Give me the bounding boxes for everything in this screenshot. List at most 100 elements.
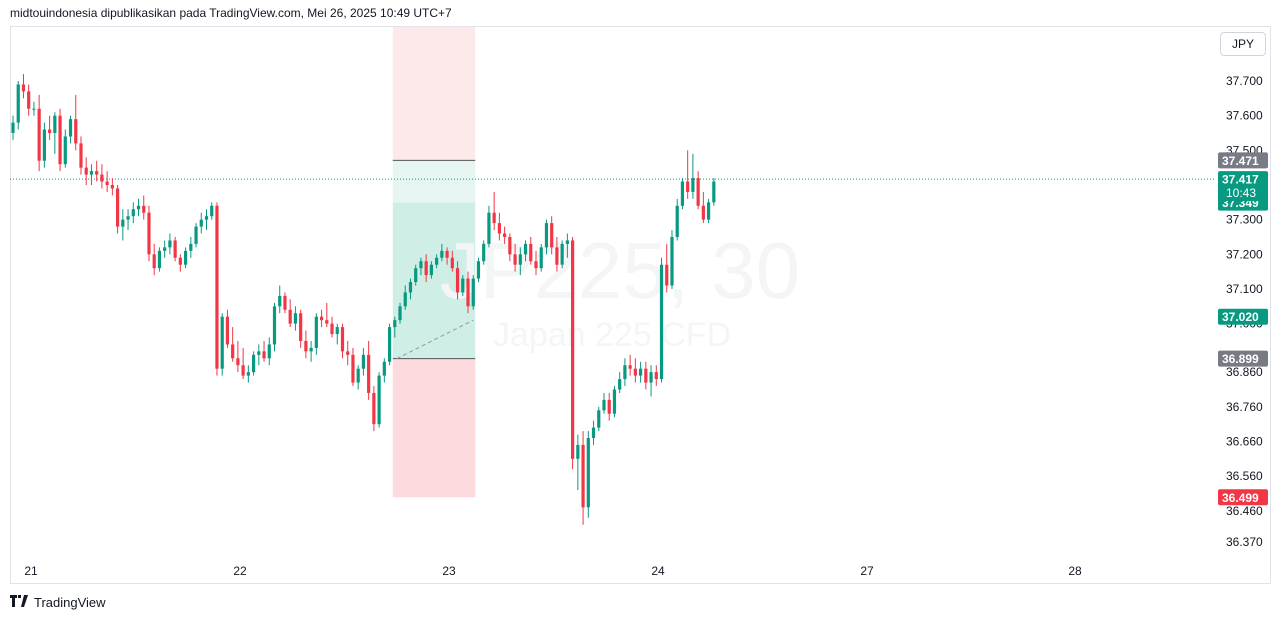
candle[interactable] — [361, 347, 366, 376]
candle[interactable] — [257, 344, 261, 366]
candle[interactable] — [419, 257, 423, 276]
candle[interactable] — [199, 212, 203, 234]
candle[interactable] — [32, 101, 36, 116]
candle[interactable] — [105, 171, 109, 192]
candle[interactable] — [497, 212, 501, 241]
candle[interactable] — [503, 226, 507, 244]
candle[interactable] — [408, 278, 413, 300]
candle[interactable] — [466, 271, 470, 314]
candle[interactable] — [299, 309, 303, 348]
candle[interactable] — [220, 313, 224, 376]
candle[interactable] — [304, 330, 308, 359]
candle[interactable] — [79, 136, 83, 175]
candle[interactable] — [231, 327, 235, 362]
candle[interactable] — [314, 313, 318, 355]
candle[interactable] — [293, 306, 298, 331]
candle[interactable] — [398, 302, 402, 324]
candle[interactable] — [550, 216, 554, 255]
candle[interactable] — [628, 354, 632, 376]
candle[interactable] — [272, 302, 277, 352]
candle[interactable] — [581, 431, 585, 525]
candle[interactable] — [670, 230, 674, 289]
candle[interactable] — [309, 340, 313, 362]
candle[interactable] — [246, 365, 250, 383]
candle[interactable] — [591, 420, 596, 445]
candle[interactable] — [152, 243, 156, 276]
candle[interactable] — [178, 254, 182, 272]
candle[interactable] — [183, 247, 188, 269]
candle[interactable] — [189, 236, 193, 258]
candle[interactable] — [53, 112, 57, 154]
candle[interactable] — [351, 347, 355, 387]
candle[interactable] — [325, 302, 329, 328]
candle[interactable] — [623, 358, 627, 387]
candle[interactable] — [215, 202, 219, 376]
candle[interactable] — [251, 351, 256, 376]
candle[interactable] — [597, 406, 601, 432]
candle[interactable] — [612, 386, 617, 418]
candle[interactable] — [367, 340, 371, 400]
candle[interactable] — [607, 392, 611, 421]
candle[interactable] — [110, 178, 114, 196]
candle[interactable] — [534, 250, 538, 276]
candle[interactable] — [163, 240, 167, 258]
candle[interactable] — [555, 236, 559, 272]
candle[interactable] — [393, 316, 397, 338]
candle[interactable] — [168, 233, 172, 255]
candle[interactable] — [74, 94, 78, 151]
candle[interactable] — [173, 236, 177, 262]
candle[interactable] — [241, 347, 245, 380]
candle[interactable] — [539, 243, 543, 272]
candle[interactable] — [618, 372, 622, 393]
candle[interactable] — [649, 365, 653, 397]
position-target-zone[interactable] — [392, 160, 476, 203]
candle[interactable] — [288, 299, 292, 328]
candle[interactable] — [659, 257, 664, 383]
candle[interactable] — [675, 198, 679, 241]
candle[interactable] — [84, 157, 88, 185]
candle[interactable] — [476, 257, 481, 283]
candle[interactable] — [523, 240, 528, 262]
candle[interactable] — [278, 285, 282, 314]
candle[interactable] — [654, 365, 658, 387]
candle[interactable] — [58, 108, 62, 172]
candle[interactable] — [424, 254, 428, 283]
candle[interactable] — [335, 323, 339, 345]
candle[interactable] — [16, 81, 20, 130]
currency-button[interactable]: JPY — [1220, 32, 1266, 56]
candle[interactable] — [27, 84, 31, 116]
candle[interactable] — [136, 198, 141, 217]
candle[interactable] — [204, 209, 209, 231]
candle[interactable] — [565, 233, 569, 258]
candle[interactable] — [665, 243, 669, 293]
candle[interactable] — [576, 434, 580, 491]
candle[interactable] — [429, 261, 433, 279]
candle[interactable] — [42, 122, 46, 168]
candle[interactable] — [639, 361, 643, 383]
candle[interactable] — [414, 264, 418, 286]
candle[interactable] — [346, 340, 350, 366]
candle[interactable] — [319, 309, 324, 328]
candle[interactable] — [131, 202, 135, 224]
candle[interactable] — [518, 247, 522, 276]
candle[interactable] — [236, 340, 240, 373]
candle[interactable] — [147, 205, 151, 262]
candle[interactable] — [508, 233, 512, 262]
candle[interactable] — [340, 323, 345, 359]
candle[interactable] — [210, 202, 214, 220]
candle[interactable] — [544, 219, 549, 255]
candle[interactable] — [330, 316, 334, 338]
candle[interactable] — [513, 243, 517, 272]
candle[interactable] — [633, 358, 637, 383]
candle[interactable] — [529, 236, 533, 265]
candle[interactable] — [126, 209, 130, 231]
candle[interactable] — [680, 178, 685, 210]
candle[interactable] — [686, 150, 690, 199]
candle[interactable] — [571, 236, 575, 470]
candle[interactable] — [11, 115, 15, 140]
position-stop-zone[interactable] — [392, 358, 476, 498]
candle[interactable] — [356, 365, 360, 390]
candle[interactable] — [89, 164, 94, 185]
candle[interactable] — [68, 115, 73, 144]
